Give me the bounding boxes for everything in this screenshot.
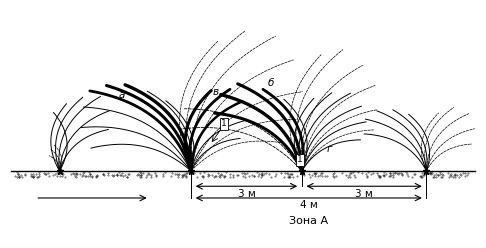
Text: 1: 1 <box>221 120 227 128</box>
Text: в: в <box>212 87 218 97</box>
Text: 3 м: 3 м <box>238 188 255 199</box>
Text: г: г <box>327 144 332 154</box>
Text: Зона A: Зона A <box>289 216 329 226</box>
Text: 4 м: 4 м <box>300 200 318 210</box>
Text: 3 м: 3 м <box>355 188 373 199</box>
Text: б: б <box>267 78 274 88</box>
Text: а: а <box>119 90 125 100</box>
Text: 1: 1 <box>297 155 303 164</box>
